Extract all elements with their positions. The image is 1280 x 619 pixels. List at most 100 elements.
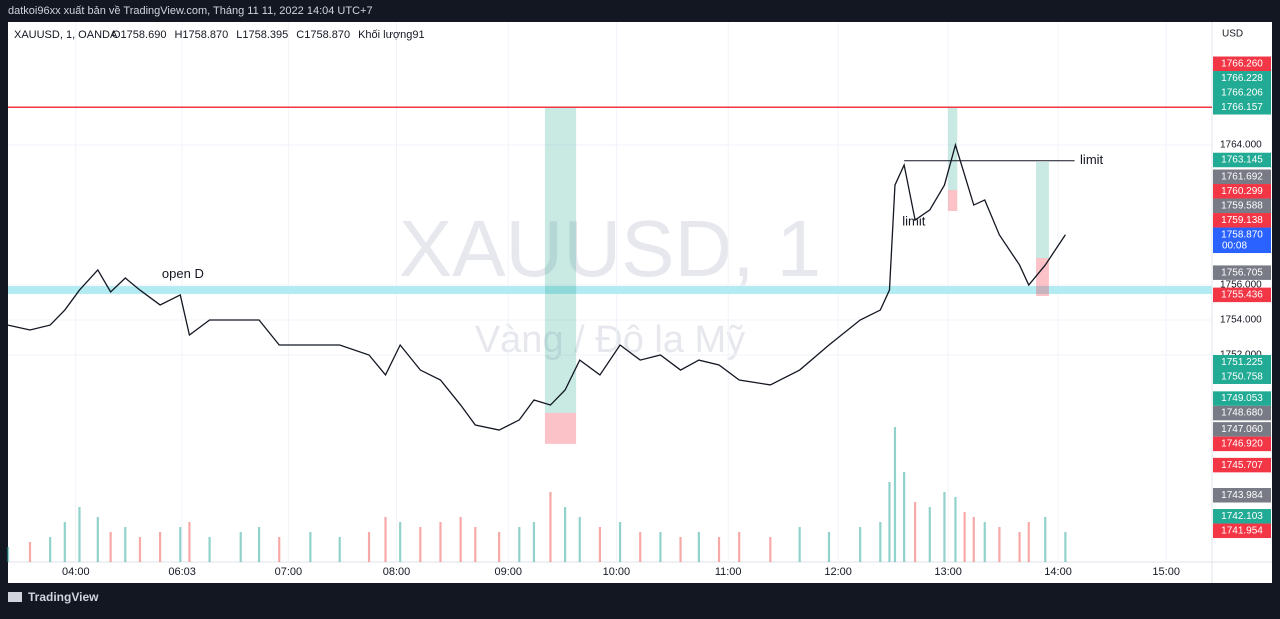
volume-bar <box>208 537 211 562</box>
annotation: limit <box>902 213 925 228</box>
brand: TradingView <box>28 590 99 604</box>
volume-bar <box>459 517 462 562</box>
price-label-text: 1751.225 <box>1221 357 1263 368</box>
position-stop <box>544 412 577 444</box>
volume-bar <box>717 537 721 562</box>
volume-bar <box>138 537 142 562</box>
currency: USD <box>1222 29 1243 40</box>
volume-bar <box>257 527 261 562</box>
price-label-text: 1756.705 <box>1221 267 1263 278</box>
x-tick-label: 15:00 <box>1152 566 1180 578</box>
price-label-text: 1746.920 <box>1221 439 1263 450</box>
volume-bar <box>738 532 741 562</box>
y-tick-label: 1756.000 <box>1220 280 1262 291</box>
ohlc-value: L1758.395 <box>236 29 288 41</box>
volume-bar <box>893 427 897 562</box>
volume-bar <box>549 492 552 562</box>
annotation: open D <box>162 266 204 281</box>
ohlc-legend: O1758.690 H1758.870 L1758.395 C1758.870 Khối… <box>112 29 425 41</box>
price-label-text: 1766.228 <box>1221 73 1263 84</box>
volume-bar <box>278 537 281 562</box>
ohlc-value: C1758.870 <box>296 29 350 41</box>
support-zone <box>8 286 1212 294</box>
price-label-text: 1743.984 <box>1221 490 1263 501</box>
volume-bar <box>179 527 182 562</box>
price-label-text: 1750.758 <box>1221 371 1263 382</box>
volume-bar <box>399 522 402 562</box>
price-label <box>1213 488 1271 503</box>
volume-bar <box>1027 522 1030 562</box>
volume-bar <box>78 507 81 562</box>
price-label <box>1213 169 1271 185</box>
price-label-text: 1747.060 <box>1221 424 1263 435</box>
price-label-text: 1761.692 <box>1221 171 1263 182</box>
volume-bar <box>518 527 521 562</box>
chart-area <box>8 22 1272 583</box>
volume-bar <box>1044 517 1047 562</box>
x-tick-label: 07:00 <box>275 566 303 578</box>
price-label <box>1213 391 1271 406</box>
volume-bar <box>367 532 371 562</box>
volume-bar <box>6 547 10 562</box>
x-tick-label: 14:00 <box>1044 566 1072 578</box>
price-label-text: 1760.299 <box>1221 186 1263 197</box>
volume-bar <box>943 492 946 562</box>
volume-bar <box>963 512 966 562</box>
price-line <box>7 142 1066 431</box>
x-tick-label: 06:03 <box>168 566 196 578</box>
price-label-text: 1755.436 <box>1221 290 1263 301</box>
price-label-text: 1766.157 <box>1221 102 1263 113</box>
brand-logo <box>8 592 22 602</box>
price-label-text: 1742.103 <box>1221 511 1263 522</box>
price-label <box>1213 71 1271 86</box>
price-label-text: 1745.707 <box>1221 460 1263 471</box>
volume-bar <box>28 542 32 562</box>
price-label-countdown: 00:08 <box>1222 240 1247 251</box>
volume-bar <box>954 497 957 562</box>
ohlc-value: O1758.690 <box>112 29 166 41</box>
volume-bar <box>903 472 906 562</box>
volume-bar <box>879 522 882 562</box>
y-tick-label: 1764.000 <box>1220 140 1262 151</box>
price-label-text: 1758.870 <box>1221 229 1263 240</box>
price-label-text: 1766.206 <box>1221 87 1263 98</box>
price-label <box>1213 405 1271 421</box>
volume-bar <box>769 537 772 562</box>
price-label-text: 1763.145 <box>1221 155 1263 166</box>
position-stop <box>948 189 958 211</box>
price-label <box>1213 369 1271 384</box>
price-label-text: 1766.260 <box>1221 58 1263 69</box>
price-label <box>1213 198 1271 214</box>
x-tick-label: 13:00 <box>934 566 962 578</box>
volume-bar <box>618 522 622 562</box>
price-label-text: 1759.588 <box>1221 200 1263 211</box>
volume-bar <box>983 522 986 562</box>
volume-bar <box>239 532 242 562</box>
volume-bar <box>63 522 66 562</box>
volume-bar <box>159 532 162 562</box>
watermark-subtitle: Vàng / Đô la Mỹ <box>475 319 745 361</box>
symbol: XAUUSD, 1, OANDA <box>14 29 118 41</box>
volume-bar <box>928 507 931 562</box>
price-label <box>1213 265 1271 280</box>
position-target <box>948 107 958 190</box>
price-label <box>1213 152 1271 168</box>
price-label <box>1213 227 1271 254</box>
price-label <box>1213 457 1271 473</box>
x-tick-label: 11:00 <box>715 566 742 578</box>
volume-bar <box>859 527 862 562</box>
x-tick-label: 10:00 <box>603 566 631 578</box>
price-label <box>1213 523 1271 539</box>
volume-bar <box>888 482 891 562</box>
watermark: XAUUSD, 1 <box>399 204 821 293</box>
price-label-text: 1741.954 <box>1221 525 1263 536</box>
plot: 1752.0001754.0001756.0001764.00004:0006:… <box>6 22 1271 578</box>
ohlc-value: H1758.870 <box>174 29 228 41</box>
volume-bar <box>578 517 581 562</box>
annotation: limit <box>1080 152 1103 167</box>
volume-bar <box>798 527 801 562</box>
volume-bar <box>498 532 501 562</box>
position-stop <box>1036 258 1049 297</box>
